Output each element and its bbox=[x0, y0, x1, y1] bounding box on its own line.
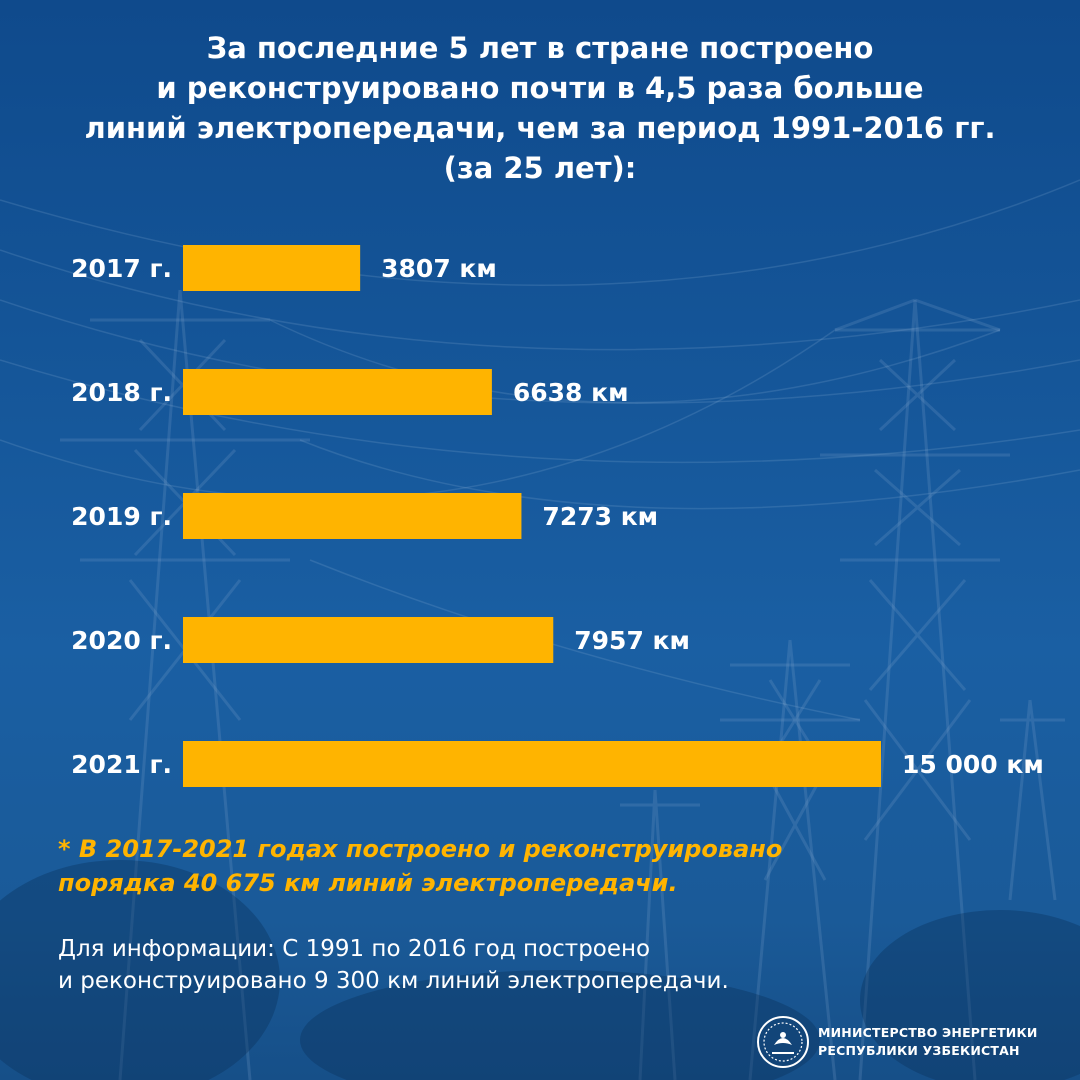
value-label: 7957 км bbox=[574, 626, 690, 655]
info-line-1: Для информации: С 1991 по 2016 год постр… bbox=[58, 936, 651, 962]
value-label: 3807 км bbox=[381, 254, 497, 283]
info-line-2: и реконструировано 9 300 км линий электр… bbox=[58, 968, 729, 994]
year-label: 2021 г. bbox=[71, 750, 172, 779]
headline: За последние 5 лет в стране построено и … bbox=[0, 28, 1080, 188]
bar bbox=[183, 741, 881, 787]
year-label: 2018 г. bbox=[71, 378, 172, 407]
footnote: * В 2017-2021 годах построено и реконстр… bbox=[58, 832, 1018, 900]
ministry-logo: МИНИСТЕРСТВО ЭНЕРГЕТИКИ РЕСПУБЛИКИ УЗБЕК… bbox=[756, 1012, 1038, 1072]
year-label: 2019 г. bbox=[71, 502, 172, 531]
bar bbox=[183, 245, 361, 291]
year-label: 2017 г. bbox=[71, 254, 172, 283]
value-label: 15 000 км bbox=[902, 750, 1044, 779]
headline-line-4: (за 25 лет): bbox=[443, 151, 637, 185]
footnote-line-1: * В 2017-2021 годах построено и реконстр… bbox=[58, 835, 783, 863]
year-label: 2020 г. bbox=[71, 626, 172, 655]
headline-line-2: и реконструировано почти в 4,5 раза боль… bbox=[156, 71, 924, 105]
value-label: 6638 км bbox=[513, 378, 629, 407]
headline-line-1: За последние 5 лет в стране построено bbox=[206, 31, 874, 65]
bar bbox=[183, 493, 522, 539]
ministry-line-2: РЕСПУБЛИКИ УЗБЕКИСТАН bbox=[818, 1043, 1020, 1058]
headline-line-3: линий электропередачи, чем за период 199… bbox=[84, 111, 996, 145]
ministry-line-1: МИНИСТЕРСТВО ЭНЕРГЕТИКИ bbox=[818, 1025, 1038, 1040]
bar bbox=[183, 369, 492, 415]
footnote-line-2: порядка 40 675 км линий электропередачи. bbox=[58, 869, 678, 897]
bar bbox=[183, 617, 554, 663]
value-label: 7273 км bbox=[542, 502, 658, 531]
state-emblem-icon bbox=[757, 1016, 809, 1068]
ministry-name: МИНИСТЕРСТВО ЭНЕРГЕТИКИ РЕСПУБЛИКИ УЗБЕК… bbox=[818, 1024, 1038, 1060]
info-text: Для информации: С 1991 по 2016 год постр… bbox=[58, 933, 1018, 997]
